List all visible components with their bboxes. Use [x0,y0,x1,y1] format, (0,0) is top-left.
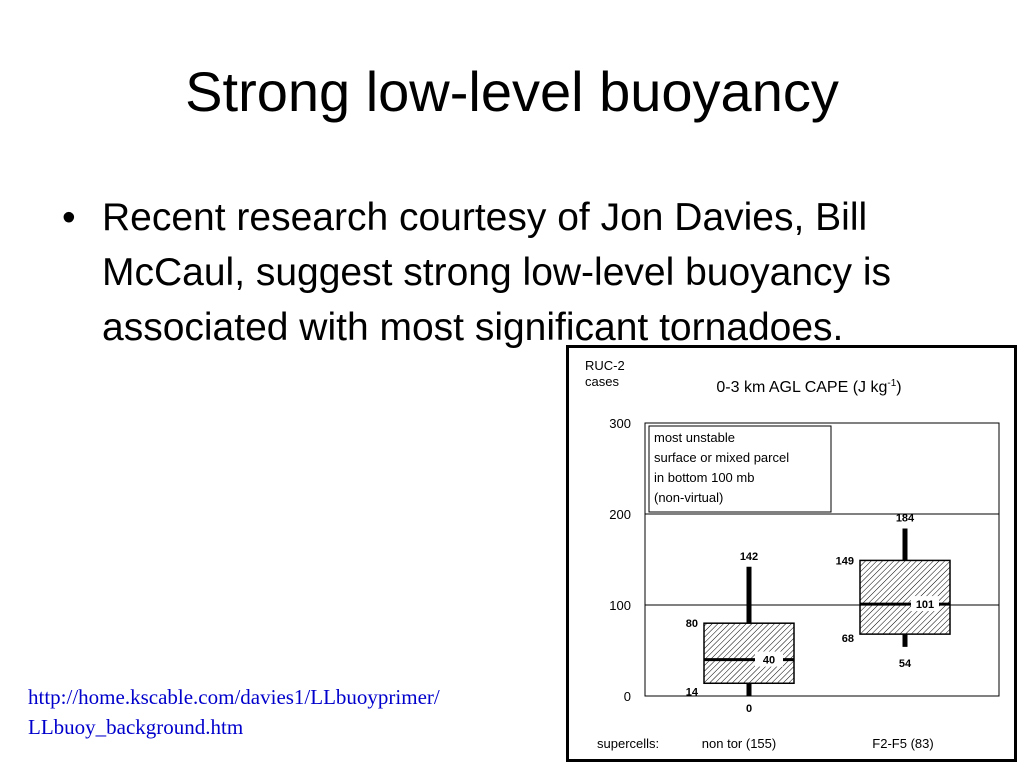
median-label-bg [755,651,783,667]
source-link[interactable]: http://home.kscable.com/davies1/LLbuoypr… [28,682,568,742]
cape-boxplot-figure: RUC-2 cases 0-3 km AGL CAPE (J kg-1) 0 10… [566,345,1017,762]
y-label-line2: cases [585,374,619,389]
max-label: 184 [896,513,915,525]
min-label: 54 [899,658,912,670]
chart-title: 0-3 km AGL CAPE (J kg-1) [716,378,901,396]
y-tick-label: 200 [609,507,631,522]
cape-boxplot-chart: RUC-2 cases 0-3 km AGL CAPE (J kg-1) 0 10… [585,358,1000,751]
median-label: 40 [763,655,775,667]
plot-frame [644,422,1000,697]
q1-label: 14 [686,686,699,698]
q3-label: 80 [686,618,698,630]
max-label: 142 [740,551,758,563]
source-link-line1: http://home.kscable.com/davies1/LLbuoypr… [28,685,440,709]
source-link-line2: LLbuoy_background.htm [28,715,244,739]
bullet-symbol: • [62,196,76,239]
annotation-box [648,425,832,513]
chart-title-end: ) [896,379,901,396]
y-tick-label: 0 [624,689,631,704]
y-label-line1: RUC-2 [585,358,625,373]
median-label-bg [911,596,939,612]
annotation-line: surface or mixed parcel [654,450,789,465]
median-label: 101 [916,599,934,611]
min-label: 0 [746,703,752,715]
annotation-line: most unstable [654,430,735,445]
y-tick-label: 300 [609,416,631,431]
bullet-item: • Recent research courtesy of Jon Davies… [62,190,942,355]
plot-area: 0 100 200 300 most unstable surface or mixed … [609,416,1000,751]
category-label: F2-F5 (83) [872,736,933,751]
q1-label: 68 [842,633,854,645]
chart-title-main: 0-3 km AGL CAPE (J kg [716,379,887,396]
annotation-line: in bottom 100 mb [654,470,754,485]
chart-title-sup: -1 [887,378,896,389]
bullet-text: Recent research courtesy of Jon Davies, … [102,196,892,349]
category-label: non tor (155) [702,736,776,751]
x-prefix: supercells: [597,736,659,751]
annotation-line: (non-virtual) [654,490,723,505]
q3-label: 149 [836,555,854,567]
slide-title: Strong low-level buoyancy [185,60,839,123]
y-tick-label: 100 [609,598,631,613]
